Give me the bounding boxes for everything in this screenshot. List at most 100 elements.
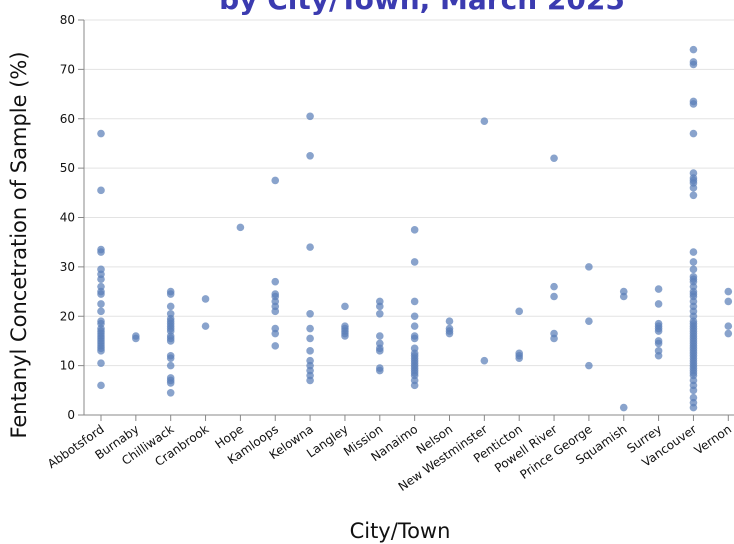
data-point xyxy=(97,347,105,355)
data-points xyxy=(97,45,733,412)
data-point xyxy=(550,334,558,343)
data-point xyxy=(550,292,558,301)
y-tick-label: 20 xyxy=(60,309,75,323)
data-point xyxy=(306,151,314,160)
data-point xyxy=(410,381,419,390)
data-point xyxy=(166,337,175,345)
data-point xyxy=(410,297,419,306)
data-point xyxy=(97,300,105,308)
data-point xyxy=(654,300,663,308)
data-point xyxy=(585,263,593,271)
data-point xyxy=(585,317,593,325)
data-point xyxy=(724,297,733,306)
data-point xyxy=(97,359,105,367)
data-point xyxy=(97,290,105,298)
data-point xyxy=(97,248,105,256)
data-point xyxy=(689,386,698,395)
data-point xyxy=(689,248,698,256)
data-point xyxy=(410,334,419,343)
data-point xyxy=(445,317,454,325)
data-point xyxy=(376,332,384,340)
data-point xyxy=(306,334,314,343)
data-point xyxy=(271,176,280,185)
data-point xyxy=(445,329,454,338)
data-point xyxy=(166,354,175,363)
data-point xyxy=(271,329,280,338)
data-point xyxy=(166,379,175,387)
data-point xyxy=(619,292,628,301)
data-point xyxy=(689,129,698,138)
data-point xyxy=(689,60,698,69)
y-tick-label: 70 xyxy=(60,62,75,76)
data-point xyxy=(724,322,733,330)
data-point xyxy=(166,302,175,311)
data-point xyxy=(410,312,419,321)
data-point xyxy=(480,117,489,126)
chart-title: by City/Town, March 2025 xyxy=(219,0,625,16)
data-point xyxy=(271,342,280,350)
data-point xyxy=(619,403,628,412)
data-point xyxy=(550,282,558,291)
data-point xyxy=(689,403,698,412)
data-point xyxy=(306,243,314,251)
data-point xyxy=(410,258,419,266)
data-point xyxy=(689,45,698,54)
data-point xyxy=(306,376,314,385)
data-point xyxy=(689,265,698,274)
data-point xyxy=(689,258,698,266)
x-axis-title: City/Town xyxy=(350,519,451,543)
data-point xyxy=(97,381,105,390)
data-point xyxy=(480,356,489,365)
data-point xyxy=(97,275,105,284)
data-point xyxy=(132,334,140,343)
data-point xyxy=(654,327,663,335)
data-point xyxy=(410,322,419,330)
data-point xyxy=(271,277,280,286)
data-point xyxy=(201,322,210,330)
data-point xyxy=(97,307,105,316)
data-point xyxy=(689,191,698,200)
data-point xyxy=(97,186,105,195)
data-point xyxy=(550,154,558,163)
data-point xyxy=(306,324,314,333)
data-point xyxy=(585,361,593,370)
data-point xyxy=(166,361,175,370)
y-axis-title: Fentanyl Concetration of Sample (%) xyxy=(7,51,31,438)
y-axis: 0 10 20 30 40 50 60 70 80 xyxy=(60,13,85,422)
y-tick-label: 0 xyxy=(67,408,75,422)
y-tick-label: 60 xyxy=(60,112,75,126)
data-point xyxy=(654,339,663,348)
data-point xyxy=(410,226,419,234)
data-point xyxy=(236,223,245,232)
data-point xyxy=(166,388,175,397)
data-point xyxy=(376,309,384,318)
data-point xyxy=(341,302,349,311)
data-point xyxy=(724,287,733,296)
data-point xyxy=(341,332,349,340)
data-point xyxy=(515,354,523,363)
y-tick-label: 80 xyxy=(60,13,75,27)
y-tick-label: 40 xyxy=(60,211,75,225)
data-point xyxy=(689,100,698,108)
data-point xyxy=(97,129,105,138)
data-point xyxy=(654,285,663,293)
data-point xyxy=(515,307,523,316)
data-point xyxy=(376,347,384,355)
grid xyxy=(84,19,734,416)
data-point xyxy=(689,184,698,192)
x-tick-label: Vernon xyxy=(692,422,734,458)
data-point xyxy=(654,351,663,360)
y-tick-label: 10 xyxy=(60,359,75,373)
data-point xyxy=(306,112,314,121)
y-tick-label: 50 xyxy=(60,161,75,175)
y-tick-label: 30 xyxy=(60,260,75,274)
data-point xyxy=(166,290,175,298)
data-point xyxy=(376,366,384,375)
data-point xyxy=(306,309,314,318)
data-point xyxy=(306,347,314,355)
data-point xyxy=(271,307,280,316)
data-point xyxy=(376,302,384,311)
